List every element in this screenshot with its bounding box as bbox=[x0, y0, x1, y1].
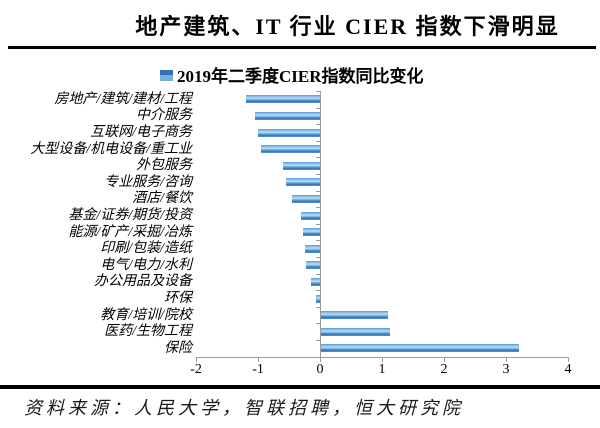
chart-bar bbox=[316, 294, 320, 303]
category-label: 印刷/包装/造纸 bbox=[100, 241, 192, 257]
category-axis-tick bbox=[316, 107, 320, 109]
value-axis-tick-label: -1 bbox=[252, 362, 264, 377]
category-label: 互联网/电子商务 bbox=[90, 124, 192, 140]
value-axis-tick bbox=[258, 358, 259, 362]
category-axis-tick bbox=[316, 124, 320, 126]
category-label: 办公用品及设备 bbox=[94, 274, 192, 290]
title-divider bbox=[8, 46, 596, 49]
value-axis-tick bbox=[506, 358, 507, 362]
legend-swatch-icon bbox=[160, 69, 173, 81]
category-label: 大型设备/机电设备/重工业 bbox=[30, 141, 192, 157]
category-axis-tick bbox=[316, 91, 320, 92]
value-axis-line bbox=[196, 357, 569, 358]
chart-bar bbox=[261, 145, 320, 154]
value-axis-tick bbox=[320, 358, 321, 362]
chart-bar bbox=[285, 178, 320, 187]
legend-label: 2019年二季度CIER指数同比变化 bbox=[177, 67, 424, 86]
chart-bar bbox=[321, 327, 391, 336]
value-axis-tick-label: 0 bbox=[316, 362, 324, 377]
chart-bar bbox=[292, 194, 320, 203]
category-axis-tick bbox=[316, 207, 320, 209]
source-note: 资料来源：人民大学，智联招聘，恒大研究院 bbox=[24, 398, 464, 418]
category-axis-tick bbox=[316, 157, 320, 159]
category-axis-tick bbox=[316, 356, 320, 358]
category-label: 基金/证券/期货/投资 bbox=[68, 207, 192, 223]
category-label: 外包服务 bbox=[136, 158, 192, 174]
chart-bar bbox=[321, 344, 520, 353]
category-label: 房地产/建筑/建材/工程 bbox=[54, 91, 192, 107]
chart-bar bbox=[301, 211, 320, 220]
category-label: 医药/生物工程 bbox=[104, 324, 192, 340]
category-axis-tick bbox=[316, 290, 320, 292]
category-label: 能源/矿产/采掘/冶炼 bbox=[68, 224, 192, 240]
category-label: 保险 bbox=[164, 340, 192, 356]
chart-bar bbox=[282, 161, 320, 170]
chart-bar bbox=[310, 277, 320, 286]
chart-bar bbox=[245, 95, 320, 104]
category-label: 教育/培训/院校 bbox=[100, 307, 192, 323]
category-label: 电气/电力/水利 bbox=[100, 257, 192, 273]
category-label: 酒店/餐饮 bbox=[132, 191, 192, 207]
category-axis-tick bbox=[316, 340, 320, 341]
value-axis-tick-label: -2 bbox=[190, 362, 202, 377]
category-label: 中介服务 bbox=[136, 108, 192, 124]
category-label: 环保 bbox=[164, 290, 192, 306]
page-title: 地产建筑、IT 行业 CIER 指数下滑明显 bbox=[135, 14, 560, 39]
chart-bar bbox=[321, 311, 388, 320]
category-axis-tick bbox=[316, 273, 320, 275]
category-axis-tick bbox=[316, 140, 320, 142]
category-label: 专业服务/咨询 bbox=[104, 174, 192, 190]
chart-bar bbox=[303, 228, 320, 237]
value-axis-tick-label: 4 bbox=[564, 362, 572, 377]
value-axis-tick bbox=[444, 358, 445, 362]
value-axis-tick-label: 2 bbox=[440, 362, 448, 377]
category-axis-line bbox=[320, 91, 321, 357]
chart-legend: 2019年二季度CIER指数同比变化 bbox=[160, 62, 424, 87]
value-axis-tick bbox=[568, 358, 569, 362]
category-axis-tick bbox=[316, 240, 320, 242]
category-axis-tick bbox=[316, 323, 320, 325]
category-axis-tick bbox=[316, 306, 320, 308]
category-axis-tick bbox=[316, 257, 320, 258]
value-axis-tick-label: 1 bbox=[378, 362, 386, 377]
footer-divider bbox=[0, 385, 600, 389]
value-axis-tick-label: 3 bbox=[502, 362, 510, 377]
category-axis-tick bbox=[316, 174, 320, 175]
value-axis-tick bbox=[382, 358, 383, 362]
chart-bar bbox=[305, 244, 320, 253]
chart-bar bbox=[254, 111, 320, 120]
category-axis-tick bbox=[316, 190, 320, 192]
value-axis-tick bbox=[196, 358, 197, 362]
chart-bar bbox=[258, 128, 320, 137]
category-axis-tick bbox=[316, 223, 320, 225]
chart-bar bbox=[306, 261, 320, 270]
